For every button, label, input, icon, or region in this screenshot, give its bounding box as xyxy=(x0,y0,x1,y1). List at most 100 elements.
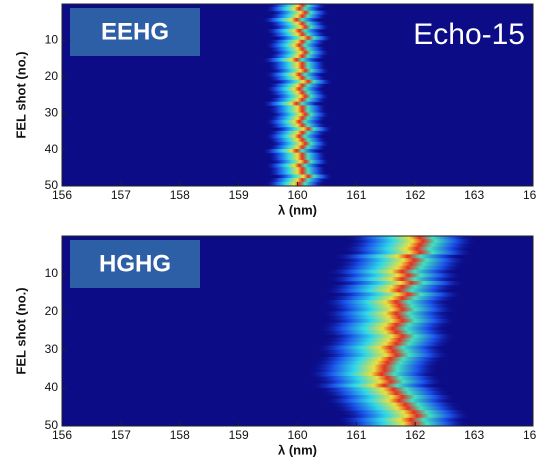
y-tick-label: 50 xyxy=(45,178,59,192)
shot-spectrum xyxy=(323,398,454,404)
y-axis-label: FEL shot (no.) xyxy=(13,51,28,138)
shot-spectrum xyxy=(312,376,442,381)
shot-spectrum xyxy=(306,372,436,377)
shot-spectrum xyxy=(318,387,448,392)
x-tick-label: 163 xyxy=(464,428,484,442)
shot-spectrum xyxy=(271,25,330,30)
shot-spectrum xyxy=(326,296,457,301)
x-tick-label: 162 xyxy=(405,188,425,202)
shot-spectrum xyxy=(268,108,327,114)
y-tick-label: 50 xyxy=(45,418,59,432)
shot-spectrum xyxy=(326,284,457,290)
x-tick-label: 157 xyxy=(111,188,131,202)
shot-spectrum xyxy=(265,72,324,77)
shot-spectrum xyxy=(341,246,472,252)
x-tick-label: 156 xyxy=(52,428,72,442)
shot-spectrum xyxy=(268,76,327,81)
shot-spectrum xyxy=(271,112,330,117)
y-tick-label: 30 xyxy=(45,342,59,356)
x-tick-label: 158 xyxy=(170,428,190,442)
x-tick-label: 160 xyxy=(287,188,307,202)
shot-spectrum xyxy=(326,307,457,312)
shot-spectrum xyxy=(338,421,469,426)
shot-spectrum xyxy=(309,383,439,388)
shot-spectrum xyxy=(332,406,463,411)
x-tick-label: 164 xyxy=(523,188,536,202)
y-tick-label: 10 xyxy=(45,33,59,47)
shot-spectrum xyxy=(273,79,333,85)
shot-spectrum xyxy=(338,410,469,415)
shot-spectrum xyxy=(262,58,322,63)
shot-spectrum xyxy=(271,159,330,165)
shot-spectrum xyxy=(268,170,327,176)
shot-spectrum xyxy=(332,254,463,259)
x-tick-label: 160 xyxy=(287,428,307,442)
y-axis-label: FEL shot (no.) xyxy=(13,287,28,374)
shot-spectrum xyxy=(326,277,457,282)
shot-spectrum xyxy=(338,258,469,263)
shot-spectrum xyxy=(332,292,463,297)
shot-spectrum xyxy=(344,235,475,240)
shot-spectrum xyxy=(321,341,451,347)
x-tick-label: 156 xyxy=(52,188,72,202)
panel-label: EEHG xyxy=(101,18,169,45)
shot-spectrum xyxy=(323,315,454,320)
shot-spectrum xyxy=(268,61,327,66)
shot-spectrum xyxy=(268,98,327,103)
shot-spectrum xyxy=(321,330,451,335)
shot-spectrum xyxy=(323,303,454,309)
shot-spectrum xyxy=(326,269,457,274)
shot-spectrum xyxy=(321,300,451,305)
shot-spectrum xyxy=(268,3,327,8)
shot-spectrum xyxy=(315,357,445,362)
x-tick-label: 161 xyxy=(346,428,366,442)
shot-spectrum xyxy=(321,322,451,328)
shot-spectrum xyxy=(268,32,327,37)
y-tick-label: 30 xyxy=(45,105,59,119)
shot-spectrum xyxy=(332,273,463,278)
x-tick-label: 159 xyxy=(229,188,249,202)
x-tick-label: 157 xyxy=(111,428,131,442)
shot-spectrum xyxy=(268,152,327,157)
shot-spectrum xyxy=(271,10,330,15)
shot-spectrum xyxy=(318,326,448,331)
shot-spectrum xyxy=(335,417,466,423)
y-tick-label: 40 xyxy=(45,380,59,394)
shot-spectrum xyxy=(335,281,466,286)
x-tick-label: 161 xyxy=(346,188,366,202)
shot-spectrum xyxy=(268,90,327,95)
shot-spectrum xyxy=(347,239,478,244)
shot-spectrum xyxy=(268,65,327,70)
shot-spectrum xyxy=(265,181,324,186)
x-tick-label: 159 xyxy=(229,428,249,442)
shot-spectrum xyxy=(341,414,472,419)
shot-spectrum xyxy=(344,243,475,248)
shot-spectrum xyxy=(332,265,463,271)
shot-spectrum xyxy=(323,338,454,343)
panel-label-box xyxy=(70,240,200,288)
shot-spectrum xyxy=(271,94,330,99)
shot-spectrum xyxy=(265,43,324,48)
shot-spectrum xyxy=(268,130,327,136)
shot-spectrum xyxy=(273,36,333,41)
shot-spectrum xyxy=(315,345,445,350)
shot-spectrum xyxy=(268,178,327,183)
panel-label: HGHG xyxy=(99,250,171,277)
panel-label-box xyxy=(70,8,200,56)
shot-spectrum xyxy=(312,360,442,366)
x-axis-label: λ (nm) xyxy=(278,442,317,457)
shot-spectrum xyxy=(321,353,451,358)
shot-spectrum xyxy=(268,54,327,59)
x-tick-label: 158 xyxy=(170,188,190,202)
shot-spectrum xyxy=(262,17,322,23)
shot-spectrum xyxy=(318,349,448,354)
shot-spectrum xyxy=(326,319,457,324)
shot-spectrum xyxy=(323,288,454,293)
shot-spectrum xyxy=(271,141,330,146)
shot-spectrum xyxy=(321,391,451,396)
shot-spectrum xyxy=(268,138,327,143)
shot-spectrum xyxy=(265,163,324,168)
shot-spectrum xyxy=(329,402,460,407)
shot-spectrum xyxy=(268,116,327,121)
